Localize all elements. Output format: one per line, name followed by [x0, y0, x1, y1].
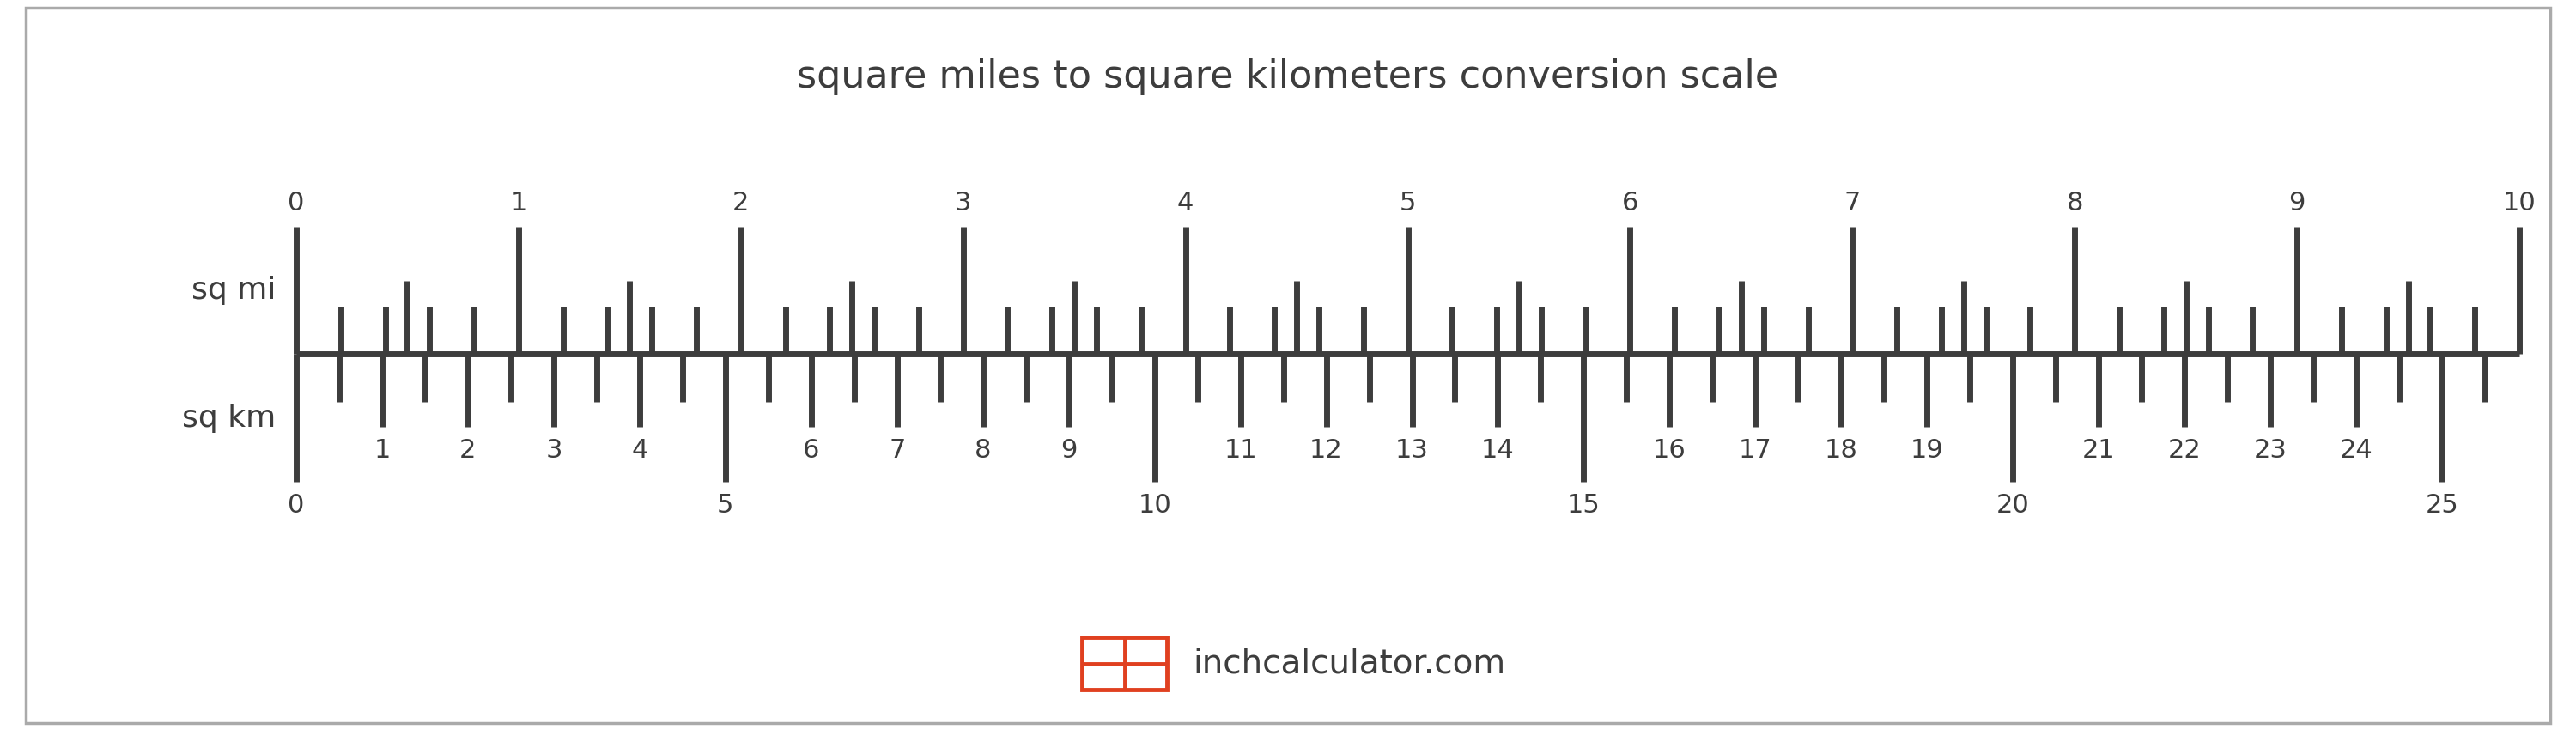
Text: 21: 21 — [2081, 438, 2115, 463]
Text: 8: 8 — [974, 438, 992, 463]
Text: 9: 9 — [1061, 438, 1077, 463]
Text: square miles to square kilometers conversion scale: square miles to square kilometers conver… — [796, 58, 1780, 95]
Text: 10: 10 — [2504, 191, 2535, 215]
Text: 14: 14 — [1481, 438, 1515, 463]
Text: 17: 17 — [1739, 438, 1772, 463]
Text: 22: 22 — [2169, 438, 2202, 463]
Text: 19: 19 — [1911, 438, 1945, 463]
Text: inchcalculator.com: inchcalculator.com — [1193, 648, 1504, 680]
Text: 24: 24 — [2339, 438, 2372, 463]
Text: 16: 16 — [1654, 438, 1687, 463]
Text: 8: 8 — [2066, 191, 2084, 215]
Text: sq km: sq km — [183, 403, 276, 432]
Text: 23: 23 — [2254, 438, 2287, 463]
Text: 6: 6 — [804, 438, 819, 463]
Text: 7: 7 — [889, 438, 904, 463]
Text: 12: 12 — [1309, 438, 1342, 463]
Text: 1: 1 — [374, 438, 392, 463]
Text: 25: 25 — [2427, 493, 2458, 518]
Text: 2: 2 — [732, 191, 750, 215]
Text: 7: 7 — [1844, 191, 1860, 215]
Text: 1: 1 — [510, 191, 528, 215]
Text: 4: 4 — [631, 438, 649, 463]
Text: sq mi: sq mi — [191, 276, 276, 305]
Text: 15: 15 — [1566, 493, 1600, 518]
Text: 11: 11 — [1224, 438, 1257, 463]
Text: 3: 3 — [956, 191, 971, 215]
Text: 0: 0 — [289, 191, 304, 215]
Text: 5: 5 — [1399, 191, 1417, 215]
Text: 3: 3 — [546, 438, 562, 463]
Text: 10: 10 — [1139, 493, 1172, 518]
Bar — [1082, 637, 1167, 690]
Text: 9: 9 — [2287, 191, 2306, 215]
Text: 18: 18 — [1824, 438, 1857, 463]
Text: 0: 0 — [289, 493, 304, 518]
Text: 2: 2 — [459, 438, 477, 463]
Text: 6: 6 — [1623, 191, 1638, 215]
Text: 5: 5 — [716, 493, 734, 518]
Text: 4: 4 — [1177, 191, 1193, 215]
Text: 20: 20 — [1996, 493, 2030, 518]
Text: 13: 13 — [1396, 438, 1430, 463]
